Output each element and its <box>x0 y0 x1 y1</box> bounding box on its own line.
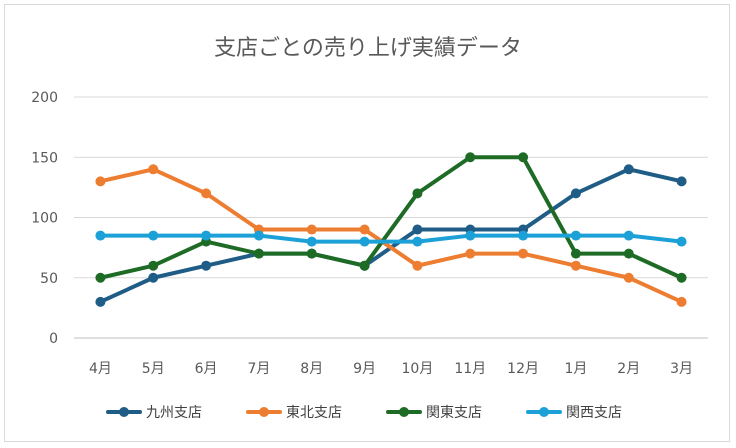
legend-label: 関西支店 <box>566 405 622 421</box>
legend-label: 関東支店 <box>426 405 482 421</box>
data-point <box>570 230 581 241</box>
y-axis-ticks: 0 50 100 150 200 <box>31 90 58 347</box>
legend-label: 東北支店 <box>286 405 342 421</box>
data-point <box>570 260 581 271</box>
data-point <box>412 260 423 271</box>
legend-marker <box>539 407 549 417</box>
data-point <box>465 152 476 163</box>
legend-item: 東北支店 <box>246 405 342 421</box>
x-tick-label: 6月 <box>195 361 218 377</box>
data-point <box>201 260 212 271</box>
series-line <box>98 233 684 244</box>
data-point <box>306 248 317 259</box>
y-tick-label: 200 <box>31 90 58 106</box>
y-tick-label: 50 <box>40 271 58 287</box>
data-point <box>253 230 264 241</box>
data-point <box>465 230 476 241</box>
data-point <box>676 272 687 283</box>
data-point <box>570 248 581 259</box>
x-tick-label: 2月 <box>617 361 640 377</box>
series-group <box>95 152 687 307</box>
data-point <box>518 248 529 259</box>
data-point <box>201 230 212 241</box>
data-point <box>306 224 317 235</box>
legend-item: 関西支店 <box>526 405 622 421</box>
data-point <box>359 260 370 271</box>
x-tick-label: 5月 <box>142 361 165 377</box>
legend-marker <box>399 407 409 417</box>
y-tick-label: 0 <box>49 331 58 347</box>
data-point <box>412 236 423 247</box>
data-point <box>148 164 159 175</box>
chart-title: 支店ごとの売り上げ実績データ <box>214 36 522 61</box>
y-tick-label: 100 <box>31 211 58 227</box>
x-tick-label: 4月 <box>89 361 112 377</box>
data-point <box>148 230 159 241</box>
x-tick-label: 3月 <box>670 361 693 377</box>
data-point <box>201 188 212 199</box>
data-point <box>412 188 423 199</box>
x-tick-label: 10月 <box>402 361 434 377</box>
data-point <box>148 260 159 271</box>
y-tick-label: 150 <box>31 150 58 166</box>
legend-marker <box>259 407 269 417</box>
data-point <box>306 236 317 247</box>
gridlines <box>74 96 708 339</box>
data-point <box>570 188 581 199</box>
x-tick-label: 12月 <box>507 361 539 377</box>
legend-item: 九州支店 <box>106 405 202 421</box>
data-point <box>412 224 423 235</box>
data-point <box>623 164 634 175</box>
data-point <box>95 176 106 187</box>
data-point <box>623 248 634 259</box>
data-point <box>359 236 370 247</box>
data-point <box>676 176 687 187</box>
x-axis-ticks: 4月 5月 6月 7月 8月 9月 10月 11月 12月 1月 2月 3月 <box>89 361 693 377</box>
x-tick-label: 7月 <box>247 361 270 377</box>
data-point <box>623 272 634 283</box>
data-point <box>95 230 106 241</box>
legend-item: 関東支店 <box>386 405 482 421</box>
data-point <box>623 230 634 241</box>
data-point <box>148 272 159 283</box>
legend: 九州支店 東北支店 関東支店 関西支店 <box>106 405 622 421</box>
series-line <box>98 155 684 280</box>
chart-frame <box>4 4 730 442</box>
series-line <box>98 167 684 304</box>
data-point <box>676 296 687 307</box>
x-tick-label: 1月 <box>564 361 587 377</box>
x-tick-label: 9月 <box>353 361 376 377</box>
data-point <box>359 224 370 235</box>
x-tick-label: 8月 <box>300 361 323 377</box>
data-point <box>253 248 264 259</box>
series-4 <box>95 230 687 247</box>
data-point <box>95 296 106 307</box>
legend-marker <box>119 407 129 417</box>
data-point <box>518 152 529 163</box>
data-point <box>518 230 529 241</box>
data-point <box>676 236 687 247</box>
data-point <box>465 248 476 259</box>
x-tick-label: 11月 <box>454 361 486 377</box>
data-point <box>95 272 106 283</box>
legend-label: 九州支店 <box>146 405 202 421</box>
